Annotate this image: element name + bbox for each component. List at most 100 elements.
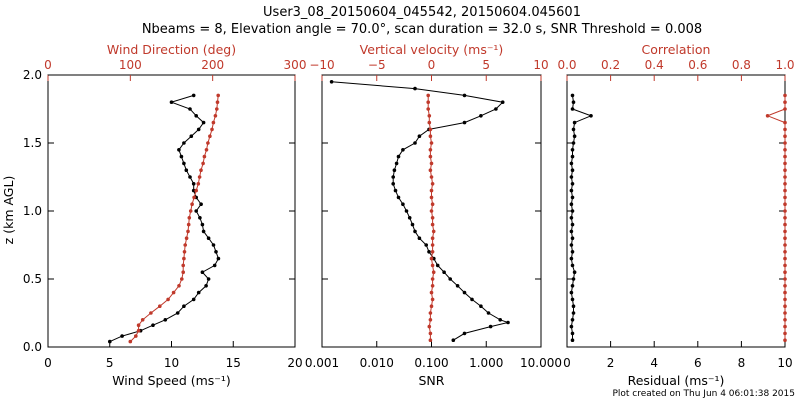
data-point-residual <box>569 324 574 329</box>
data-point-correlation <box>765 114 770 118</box>
data-point-snr <box>451 338 456 343</box>
data-point-wind-direction <box>215 107 219 111</box>
panel-frame <box>566 74 786 348</box>
data-point-wind-direction <box>181 270 185 275</box>
x-tick-label: 0 <box>563 356 571 370</box>
data-point-vertical-velocity <box>427 120 432 125</box>
data-point-wind-speed <box>184 168 189 172</box>
data-point-wind-direction <box>180 277 184 281</box>
data-point-snr <box>417 236 422 240</box>
data-point-wind-speed <box>204 284 208 288</box>
data-point-snr <box>500 100 505 104</box>
data-point-wind-direction <box>194 188 198 193</box>
data-point-wind-direction <box>206 141 210 145</box>
data-point-correlation <box>783 195 787 200</box>
data-point-snr <box>435 263 440 268</box>
data-point-wind-direction <box>213 114 218 118</box>
x-tick-label: 0.100 <box>414 356 448 370</box>
data-point-residual <box>570 263 575 268</box>
data-point-residual <box>571 141 576 145</box>
data-point-wind-speed <box>191 297 196 302</box>
data-point-residual <box>571 311 576 315</box>
data-point-snr <box>462 290 467 295</box>
data-point-vertical-velocity <box>431 229 436 234</box>
data-point-wind-direction <box>202 154 207 159</box>
data-point-snr <box>413 229 417 234</box>
x2-tick-label: −10 <box>309 58 334 72</box>
x-tick-label: 10 <box>777 356 792 370</box>
x-tick-label: 8 <box>738 356 746 370</box>
data-point-wind-speed <box>179 154 184 159</box>
data-point-residual <box>569 243 574 247</box>
data-point-wind-speed <box>188 107 192 111</box>
data-point-snr <box>404 209 409 213</box>
data-point-wind-speed <box>169 100 174 104</box>
data-point-wind-direction <box>183 243 187 247</box>
data-point-snr <box>413 86 417 91</box>
data-point-wind-direction <box>182 256 186 261</box>
data-point-residual <box>570 93 575 98</box>
data-point-snr <box>393 188 398 193</box>
x2-tick-label: 5 <box>482 58 490 72</box>
data-point-wind-direction <box>140 318 145 322</box>
data-point-residual <box>569 256 574 261</box>
data-point-vertical-velocity <box>430 250 435 254</box>
data-point-wind-speed <box>201 229 206 234</box>
data-point-correlation <box>783 134 787 138</box>
data-point-residual <box>570 236 575 240</box>
data-point-correlation <box>783 120 787 125</box>
data-point-wind-speed <box>108 339 112 344</box>
data-point-snr <box>470 297 474 302</box>
data-point-residual <box>570 284 575 288</box>
data-point-wind-speed <box>199 202 203 206</box>
x2-tick-label: 0 <box>428 58 436 72</box>
data-point-residual <box>569 161 574 166</box>
panel-residual: 0 2 4 6 8 10 0.0 0.2 0.4 0.6 0.8 1.0 Residual (ms⁻¹)… <box>557 42 794 388</box>
data-point-correlation <box>783 277 787 281</box>
y-tick-label: 1.5 <box>23 136 42 150</box>
data-point-residual <box>589 114 593 118</box>
data-point-vertical-velocity <box>430 284 435 288</box>
data-point-wind-speed <box>189 134 194 138</box>
data-point-wind-direction <box>181 263 185 268</box>
data-point-vertical-velocity <box>428 154 433 159</box>
data-point-vertical-velocity <box>426 100 431 104</box>
data-point-wind-direction <box>149 311 153 315</box>
data-point-wind-speed <box>182 304 186 309</box>
data-point-wind-direction <box>187 216 192 220</box>
data-point-residual <box>569 175 574 179</box>
x2-axis-label: Wind Direction (deg) <box>107 42 236 57</box>
data-point-wind-speed <box>194 209 198 213</box>
data-point-snr <box>401 202 405 206</box>
data-point-wind-direction <box>188 209 193 213</box>
data-point-snr <box>486 311 491 315</box>
data-point-vertical-velocity <box>426 93 431 98</box>
data-point-wind-direction <box>208 134 212 138</box>
data-point-vertical-velocity <box>429 256 434 261</box>
data-point-wind-speed <box>201 120 206 125</box>
data-point-residual <box>570 209 575 213</box>
data-point-snr <box>506 320 510 325</box>
data-point-vertical-velocity <box>429 175 434 179</box>
x-tick-label: 2 <box>607 356 615 370</box>
data-point-correlation <box>783 318 787 322</box>
data-point-residual <box>571 100 576 104</box>
x-tick-label: 0.001 <box>305 356 339 370</box>
series-line-correlation <box>766 95 786 341</box>
data-point-correlation <box>783 154 787 159</box>
series-line-wind-direction <box>129 95 219 342</box>
data-point-residual <box>572 270 577 275</box>
data-point-snr <box>410 222 415 227</box>
data-point-wind-direction <box>197 175 202 179</box>
data-point-wind-direction <box>158 304 162 309</box>
data-point-correlation <box>783 250 787 254</box>
data-point-vertical-velocity <box>428 127 433 132</box>
data-point-wind-speed <box>200 270 205 275</box>
data-point-correlation <box>783 256 787 261</box>
data-point-wind-direction <box>210 127 214 132</box>
x2-axis-label: Vertical velocity (ms⁻¹) <box>360 42 504 57</box>
data-point-vertical-velocity <box>430 182 435 186</box>
data-point-correlation <box>783 188 787 193</box>
data-point-wind-speed <box>182 141 186 145</box>
data-point-snr <box>442 270 446 275</box>
